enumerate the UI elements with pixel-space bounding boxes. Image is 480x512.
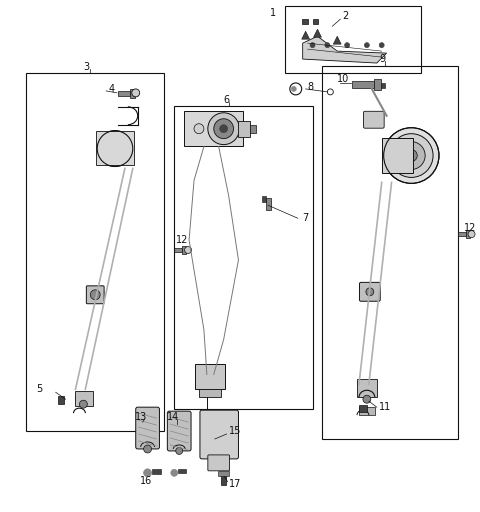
FancyBboxPatch shape bbox=[86, 286, 104, 304]
Text: 14: 14 bbox=[168, 412, 180, 422]
Bar bbox=[199, 389, 221, 397]
Text: 3: 3 bbox=[84, 62, 89, 72]
Circle shape bbox=[345, 42, 349, 48]
Circle shape bbox=[366, 288, 374, 296]
FancyBboxPatch shape bbox=[363, 111, 384, 128]
Polygon shape bbox=[303, 36, 386, 63]
Circle shape bbox=[194, 124, 204, 134]
Circle shape bbox=[132, 89, 140, 97]
Bar bbox=[374, 79, 381, 90]
Circle shape bbox=[171, 470, 178, 476]
Bar bbox=[266, 198, 271, 210]
Text: 17: 17 bbox=[228, 479, 241, 489]
Text: 7: 7 bbox=[303, 213, 309, 223]
Bar bbox=[458, 232, 466, 236]
Circle shape bbox=[364, 42, 369, 48]
Circle shape bbox=[390, 134, 433, 178]
Bar bbox=[178, 469, 186, 473]
FancyBboxPatch shape bbox=[208, 455, 229, 471]
FancyBboxPatch shape bbox=[360, 282, 380, 301]
FancyBboxPatch shape bbox=[168, 411, 191, 451]
Circle shape bbox=[291, 87, 296, 92]
Bar bbox=[359, 405, 367, 412]
Bar bbox=[302, 19, 308, 24]
Bar bbox=[221, 473, 226, 485]
Text: 12: 12 bbox=[464, 223, 476, 233]
Bar bbox=[352, 81, 374, 88]
Bar bbox=[285, 6, 421, 73]
Circle shape bbox=[112, 146, 118, 151]
Bar bbox=[130, 89, 135, 98]
Circle shape bbox=[102, 136, 128, 161]
Circle shape bbox=[144, 445, 152, 453]
Circle shape bbox=[79, 400, 87, 408]
Bar bbox=[75, 391, 93, 406]
Circle shape bbox=[176, 447, 183, 455]
Bar bbox=[218, 471, 228, 476]
Text: 12: 12 bbox=[176, 235, 189, 245]
Bar bbox=[381, 83, 384, 88]
Bar bbox=[239, 121, 250, 137]
Text: 6: 6 bbox=[224, 95, 230, 105]
Circle shape bbox=[379, 42, 384, 48]
Text: 9: 9 bbox=[380, 54, 386, 64]
Circle shape bbox=[468, 230, 475, 238]
Text: 16: 16 bbox=[140, 476, 152, 486]
Bar bbox=[182, 246, 186, 254]
Circle shape bbox=[109, 143, 121, 155]
Text: 11: 11 bbox=[379, 402, 391, 412]
Polygon shape bbox=[302, 31, 310, 39]
Circle shape bbox=[97, 131, 133, 166]
Circle shape bbox=[363, 395, 371, 403]
Bar bbox=[312, 19, 318, 24]
Bar bbox=[152, 469, 161, 474]
Circle shape bbox=[406, 150, 417, 161]
Text: 2: 2 bbox=[342, 11, 348, 22]
Text: 10: 10 bbox=[337, 74, 349, 84]
FancyBboxPatch shape bbox=[136, 407, 159, 449]
Bar bbox=[250, 125, 256, 133]
Bar bbox=[382, 138, 413, 174]
Bar bbox=[466, 230, 469, 238]
Bar bbox=[359, 407, 375, 415]
Text: 13: 13 bbox=[135, 412, 147, 422]
Bar bbox=[96, 131, 134, 165]
FancyBboxPatch shape bbox=[200, 410, 239, 459]
Text: 8: 8 bbox=[308, 82, 314, 92]
Circle shape bbox=[90, 290, 100, 300]
Bar bbox=[184, 111, 243, 145]
Circle shape bbox=[144, 469, 152, 477]
Circle shape bbox=[310, 42, 315, 48]
Circle shape bbox=[397, 142, 425, 169]
Bar bbox=[357, 379, 377, 397]
Circle shape bbox=[208, 113, 240, 144]
Circle shape bbox=[384, 127, 439, 183]
Text: 1: 1 bbox=[270, 8, 276, 18]
Bar bbox=[174, 248, 182, 252]
Circle shape bbox=[325, 42, 330, 48]
Bar bbox=[174, 106, 312, 409]
Polygon shape bbox=[313, 29, 322, 37]
Circle shape bbox=[185, 247, 192, 253]
Circle shape bbox=[220, 125, 228, 133]
Polygon shape bbox=[333, 36, 341, 44]
Text: 4: 4 bbox=[108, 84, 114, 94]
Text: 5: 5 bbox=[36, 385, 42, 394]
Text: 15: 15 bbox=[228, 426, 241, 436]
Circle shape bbox=[214, 119, 234, 139]
Bar bbox=[323, 66, 458, 439]
Bar bbox=[118, 91, 130, 96]
Bar bbox=[26, 73, 164, 431]
Bar bbox=[195, 365, 225, 389]
Bar bbox=[262, 196, 266, 202]
Bar bbox=[58, 396, 64, 404]
